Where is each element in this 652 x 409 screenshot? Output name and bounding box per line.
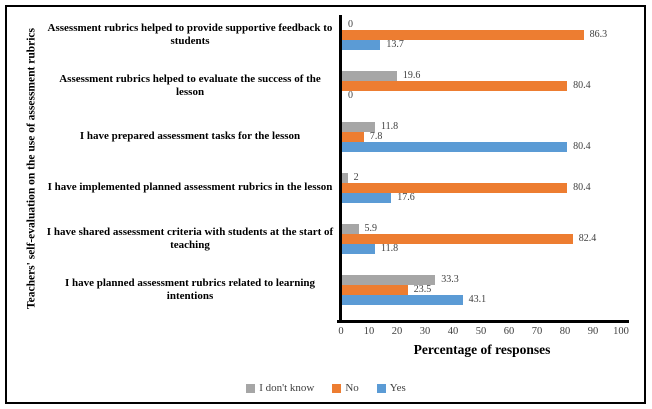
bar-value-label: 5.9 [364, 223, 378, 234]
x-axis-line [337, 320, 629, 323]
x-tick-label: 100 [613, 326, 629, 337]
category-label: Assessment rubrics helped to provide sup… [47, 21, 333, 48]
y-axis-line [339, 15, 342, 323]
x-tick-label: 20 [391, 326, 403, 337]
bar [342, 30, 584, 40]
bar-value-label: 2 [353, 172, 359, 183]
bar-value-label: 11.8 [381, 121, 399, 132]
legend-label: Yes [389, 382, 406, 394]
bar [342, 173, 348, 183]
bar [342, 71, 397, 81]
bar-value-label: 43.1 [468, 294, 487, 305]
legend-label: No [345, 382, 359, 394]
bar-value-label: 82.4 [578, 233, 597, 244]
legend-label: I don't know [259, 382, 315, 394]
x-tick-label: 40 [447, 326, 459, 337]
category-label: I have planned assessment rubrics relate… [64, 276, 316, 303]
bar-value-label: 80.4 [573, 141, 591, 152]
x-tick-label: 70 [531, 326, 543, 337]
chart-frame-border [5, 5, 646, 404]
bar-value-label: 11.8 [381, 243, 399, 254]
bar [342, 142, 568, 152]
x-tick-label: 50 [475, 326, 487, 337]
bar-value-label: 80.4 [573, 80, 591, 91]
plot-area: 0 86.3 13.7 19.6 80.4 0 11.8 7.8 80.4 2 80.4 17.6 5.… [337, 14, 641, 357]
bar-value-label: 33.3 [441, 274, 459, 285]
legend-swatch-icon [332, 383, 342, 393]
x-axis-title: Percentage of responses [413, 342, 551, 357]
bar-value-label: 17.6 [397, 192, 415, 203]
legend-swatch-icon [376, 383, 386, 393]
legend: I don't know No Yes [0, 379, 652, 397]
category-label: Assessment rubrics helped to evaluate th… [59, 72, 321, 99]
x-tick-label: 0 [338, 326, 344, 337]
x-tick-label: 10 [363, 326, 375, 337]
bars-layer: 0 86.3 13.7 19.6 80.4 0 11.8 7.8 80.4 2 80.4 17.6 5.… [342, 20, 641, 320]
legend-item: Yes [376, 382, 406, 394]
bar-value-label: 7.8 [369, 131, 383, 142]
legend-item: I don't know [246, 382, 314, 394]
category-label: I have implemented planned assessment ru… [47, 181, 333, 194]
x-tick-label: 90 [587, 326, 599, 337]
bar-value-label: 13.7 [386, 39, 404, 50]
x-tick-label: 60 [503, 326, 515, 337]
bar [342, 224, 359, 234]
bar-value-label: 80.4 [573, 182, 591, 193]
bar [342, 183, 568, 193]
legend-item: No [332, 382, 359, 394]
bar-value-label: 0 [348, 90, 353, 101]
category-label: I have prepared assessment tasks for the… [79, 130, 301, 143]
bar [342, 122, 376, 132]
bar [342, 132, 364, 142]
bar-value-label: 23.5 [413, 284, 432, 295]
bar [342, 193, 392, 203]
bar [342, 275, 436, 285]
x-axis-ticks: 0 10 20 30 40 50 60 70 80 90 100 [338, 326, 641, 340]
category-label: I have shared assessment criteria with s… [46, 225, 334, 252]
legend-swatch-icon [246, 383, 256, 393]
bar-value-label: 86.3 [589, 29, 608, 40]
bar-value-label: 19.6 [402, 70, 421, 81]
bar [342, 40, 381, 50]
bar [342, 285, 408, 295]
bar [342, 81, 568, 91]
bar [342, 244, 376, 254]
x-tick-label: 30 [419, 326, 431, 337]
bar [342, 234, 573, 244]
bar-value-label: 0 [348, 19, 353, 30]
bar [342, 295, 463, 305]
x-tick-label: 80 [559, 326, 571, 337]
